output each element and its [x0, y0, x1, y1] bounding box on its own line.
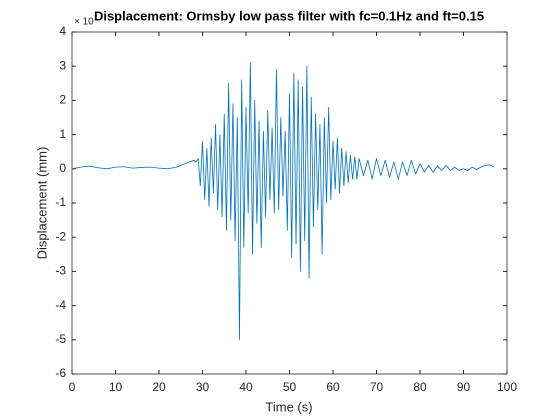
y-tick-label: -5 [55, 332, 66, 346]
x-tick-label: 70 [370, 380, 384, 394]
x-tick-label: 60 [326, 380, 340, 394]
y-tick-label: 0 [59, 161, 66, 175]
x-tick-label: 80 [413, 380, 427, 394]
x-tick-label: 100 [497, 380, 517, 394]
x-axis-label: Time (s) [265, 399, 312, 414]
y-tick-label: -4 [55, 298, 66, 312]
y-tick-label: -1 [55, 195, 66, 209]
x-tick-label: 30 [196, 380, 210, 394]
y-tick-label: -6 [55, 366, 66, 380]
data-line [71, 62, 495, 341]
x-tick-label: 20 [152, 380, 166, 394]
x-tick-label: 0 [69, 380, 76, 394]
y-tick-label: -2 [55, 229, 66, 243]
y-tick-label: 2 [59, 93, 66, 107]
x-tick-label: 50 [283, 380, 297, 394]
y-tick-label: 1 [59, 127, 66, 141]
x-tick-label: 40 [239, 380, 253, 394]
y-tick-label: 3 [59, 58, 66, 72]
y-axis-label: Displacement (mm) [34, 147, 49, 260]
y-tick-label: 4 [59, 24, 66, 38]
exponent-label: × 10 [74, 17, 94, 28]
x-tick-label: 90 [457, 380, 471, 394]
x-tick-label: 10 [109, 380, 123, 394]
axes-box [71, 31, 508, 375]
chart-title: Displacement: Ormsby low pass filter wit… [94, 8, 484, 23]
y-tick-label: -3 [55, 264, 66, 278]
